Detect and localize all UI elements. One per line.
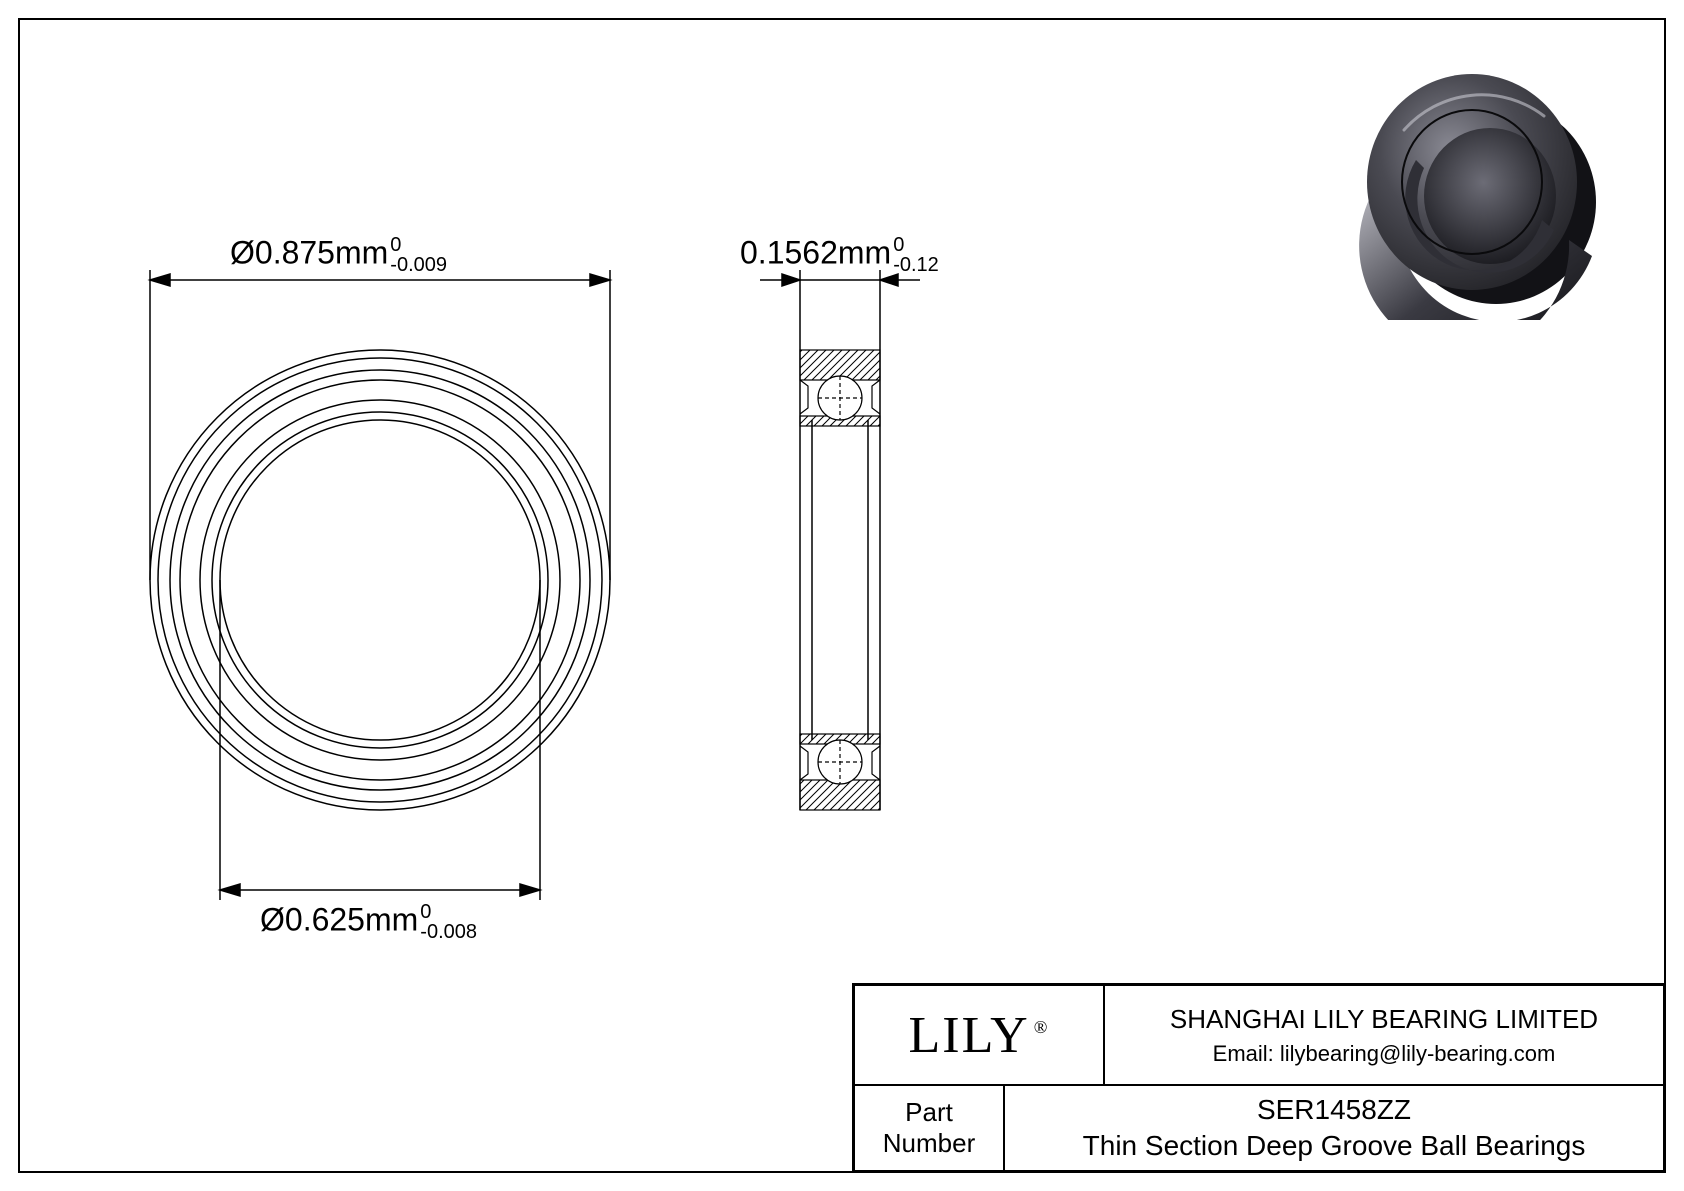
outer-diameter-tol-upper: 0	[390, 235, 447, 255]
bearing-3d-render	[1344, 60, 1604, 320]
side-view	[720, 20, 1020, 1020]
logo-text: LILY	[909, 1007, 1030, 1064]
width-tol-upper: 0	[893, 235, 939, 255]
front-view	[20, 20, 740, 1020]
company-email: Email: lilybearing@lily-bearing.com	[1213, 1041, 1556, 1067]
width-label: 0.1562mm 0 -0.12	[740, 235, 939, 275]
outer-diameter-label: Ø0.875mm 0 -0.009	[230, 235, 447, 275]
part-label-line2: Number	[883, 1128, 975, 1159]
part-number-value-cell: SER1458ZZ Thin Section Deep Groove Ball …	[1004, 1085, 1664, 1171]
drawing-frame: Ø0.875mm 0 -0.009 Ø0.625mm 0 -0.008 0.15…	[18, 18, 1666, 1173]
title-block-row-2: Part Number SER1458ZZ Thin Section Deep …	[854, 1085, 1664, 1171]
page: Ø0.875mm 0 -0.009 Ø0.625mm 0 -0.008 0.15…	[0, 0, 1684, 1191]
registered-icon: ®	[1034, 1017, 1050, 1037]
inner-diameter-label: Ø0.625mm 0 -0.008	[260, 902, 477, 942]
company-cell: SHANGHAI LILY BEARING LIMITED Email: lil…	[1104, 985, 1664, 1085]
part-label-line1: Part	[905, 1097, 953, 1128]
outer-diameter-value: Ø0.875mm	[230, 234, 388, 270]
title-block-row-1: LILY® SHANGHAI LILY BEARING LIMITED Emai…	[854, 985, 1664, 1085]
inner-diameter-tol-upper: 0	[420, 902, 477, 922]
width-tol-lower: -0.12	[893, 255, 939, 275]
company-name: SHANGHAI LILY BEARING LIMITED	[1170, 1004, 1598, 1035]
outer-diameter-tol-lower: -0.009	[390, 255, 447, 275]
part-description: Thin Section Deep Groove Ball Bearings	[1083, 1128, 1586, 1164]
inner-diameter-value: Ø0.625mm	[260, 901, 418, 937]
title-block: LILY® SHANGHAI LILY BEARING LIMITED Emai…	[852, 983, 1666, 1173]
logo-cell: LILY®	[854, 985, 1104, 1085]
part-number-label-cell: Part Number	[854, 1085, 1004, 1171]
width-value: 0.1562mm	[740, 234, 891, 270]
inner-diameter-tol-lower: -0.008	[420, 922, 477, 942]
part-number: SER1458ZZ	[1257, 1092, 1411, 1128]
